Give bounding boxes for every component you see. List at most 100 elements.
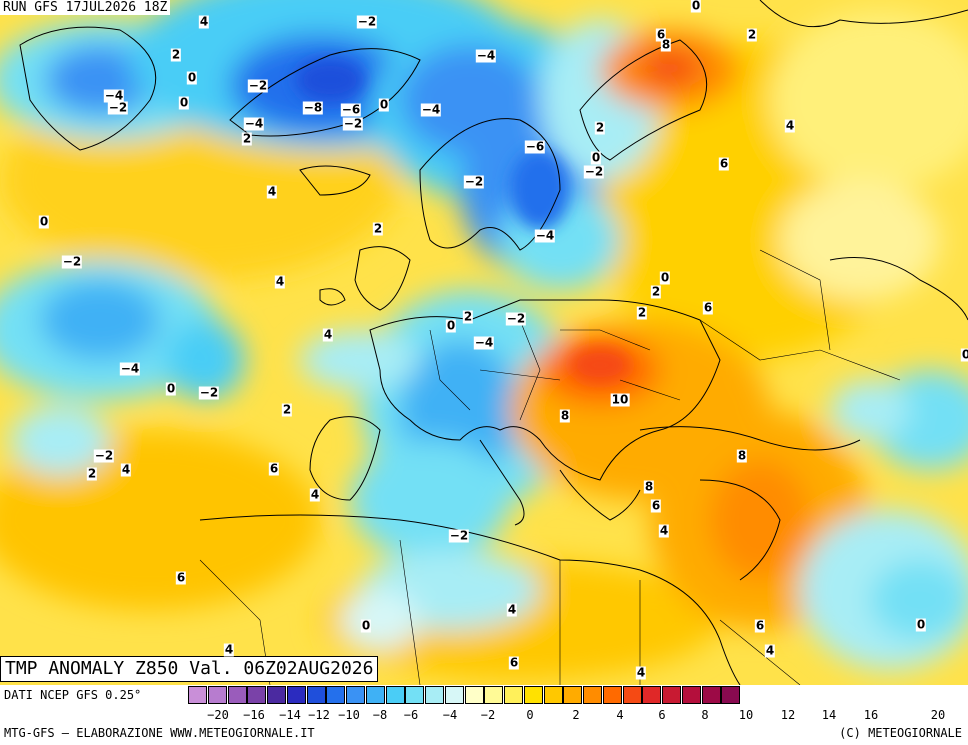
legend-tick-label: −2 — [480, 708, 496, 722]
legend-swatch — [444, 686, 464, 704]
anomaly-value-label: 0 — [659, 270, 671, 285]
run-header: RUN GFS 17JUL2026 18Z — [0, 0, 171, 15]
anomaly-value-label: 0 — [590, 150, 602, 165]
anomaly-value-label: 0 — [690, 0, 702, 13]
legend-swatch — [622, 686, 642, 704]
legend-swatch — [543, 686, 563, 704]
legend-tick-label: 6 — [658, 708, 666, 722]
legend-tick-label: 12 — [780, 708, 796, 722]
anomaly-value-label: 4 — [120, 462, 132, 477]
anomaly-value-label: 0 — [165, 381, 177, 396]
anomaly-value-label: 0 — [38, 214, 50, 229]
anomaly-value-label: −4 — [243, 116, 265, 131]
legend-swatch — [405, 686, 425, 704]
legend-tick-label: 20 — [930, 708, 946, 722]
anomaly-value-label: 0 — [360, 618, 372, 633]
anomaly-value-label: 2 — [746, 27, 758, 42]
anomaly-value-label: 4 — [198, 14, 210, 29]
legend-tick-label: −12 — [308, 708, 330, 722]
legend-swatch — [346, 686, 365, 704]
anomaly-value-label: 2 — [241, 131, 253, 146]
anomaly-value-label: 0 — [960, 348, 968, 362]
anomaly-value-label: 2 — [650, 284, 662, 299]
map-title: TMP ANOMALY Z850 Val. 06Z02AUG2026 — [0, 656, 379, 682]
legend-tick-label: 4 — [616, 708, 624, 722]
anomaly-value-label: −4 — [119, 361, 141, 376]
legend-tick-label: 16 — [863, 708, 879, 722]
anomaly-value-label: 2 — [462, 309, 474, 324]
anomaly-value-label: −2 — [463, 174, 485, 189]
legend-tick-label: −20 — [207, 708, 229, 722]
anomaly-value-label: −4 — [420, 102, 442, 117]
anomaly-value-label: 2 — [594, 120, 606, 135]
legend-tick-label: −16 — [243, 708, 265, 722]
anomaly-value-label: 4 — [658, 523, 670, 538]
anomaly-value-label: 2 — [170, 47, 182, 62]
legend-tick-label: −4 — [442, 708, 458, 722]
legend-swatch — [662, 686, 681, 704]
anomaly-value-label: −4 — [534, 228, 556, 243]
legend-swatch — [642, 686, 662, 704]
anomaly-value-label: −4 — [103, 88, 125, 103]
anomaly-value-label: 0 — [378, 97, 390, 112]
legend-swatch — [365, 686, 385, 704]
legend-swatch — [326, 686, 346, 704]
anomaly-value-label: −2 — [583, 164, 605, 179]
anomaly-value-label: 4 — [635, 665, 647, 680]
anomaly-value-label: 8 — [559, 408, 571, 423]
anomaly-value-label: −4 — [473, 335, 495, 350]
anomaly-value-label: 4 — [506, 602, 518, 617]
legend-swatch — [188, 686, 207, 704]
legend-swatch — [207, 686, 227, 704]
legend-tick-label: −6 — [403, 708, 419, 722]
legend-tick-label: 0 — [526, 708, 534, 722]
anomaly-value-label: 6 — [754, 618, 766, 633]
anomaly-value-label: 10 — [610, 392, 630, 407]
legend-tick-label: 14 — [821, 708, 837, 722]
legend-swatch — [306, 686, 326, 704]
legend-tick-label: −10 — [338, 708, 360, 722]
borders — [199, 249, 901, 685]
anomaly-value-label: 4 — [784, 118, 796, 133]
legend-swatch — [523, 686, 543, 704]
anomaly-value-label: −2 — [247, 78, 269, 93]
anomaly-value-label: −8 — [302, 100, 324, 115]
legend-swatch — [721, 686, 741, 704]
anomaly-value-label: 0 — [186, 70, 198, 85]
legend-tick-label: −14 — [279, 708, 301, 722]
source-label: DATI NCEP GFS 0.25° — [4, 688, 142, 702]
anomaly-value-label: −2 — [107, 100, 129, 115]
legend-swatch — [267, 686, 286, 704]
anomaly-value-label: 6 — [718, 156, 730, 171]
anomaly-value-label: 6 — [508, 655, 520, 670]
anomaly-value-label: 6 — [650, 498, 662, 513]
anomaly-value-label: 6 — [175, 570, 187, 585]
coastlines — [19, 0, 968, 685]
anomaly-value-label: 0 — [445, 318, 457, 333]
anomaly-value-label: 4 — [223, 642, 235, 657]
anomaly-value-label: −2 — [356, 14, 378, 29]
legend-tick-label: −8 — [372, 708, 388, 722]
anomaly-value-label: 4 — [764, 643, 776, 658]
legend-swatch — [504, 686, 523, 704]
anomaly-value-label: 0 — [178, 95, 190, 110]
anomaly-value-label: −2 — [61, 254, 83, 269]
anomaly-value-label: 8 — [660, 37, 672, 52]
credit-left: MTG-GFS — ELABORAZIONE WWW.METEOGIORNALE… — [4, 726, 315, 740]
anomaly-value-label: 0 — [915, 617, 927, 632]
legend-swatch — [464, 686, 484, 704]
legend-swatch — [385, 686, 405, 704]
legend-swatch — [286, 686, 306, 704]
anomaly-value-label: 2 — [281, 402, 293, 417]
anomaly-value-label: 4 — [274, 274, 286, 289]
legend-swatch — [227, 686, 247, 704]
legend-tick-label: 8 — [701, 708, 709, 722]
legend-swatch — [563, 686, 583, 704]
anomaly-value-label: −2 — [93, 448, 115, 463]
legend-swatch — [247, 686, 267, 704]
anomaly-value-label: 4 — [322, 327, 334, 342]
anomaly-value-label: −6 — [524, 139, 546, 154]
legend-swatch — [425, 686, 444, 704]
anomaly-value-label: 2 — [636, 305, 648, 320]
anomaly-value-label: 4 — [309, 487, 321, 502]
